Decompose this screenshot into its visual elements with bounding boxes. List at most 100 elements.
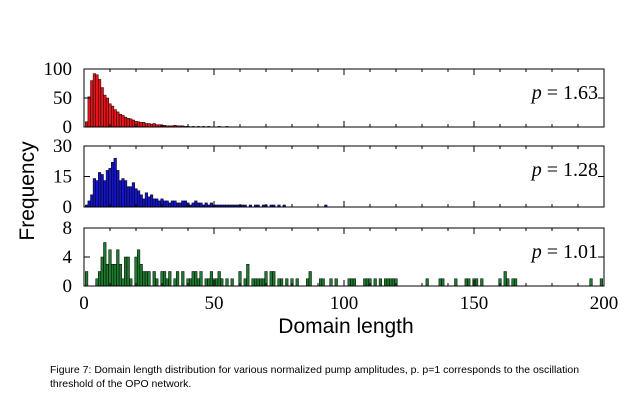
bar	[111, 105, 115, 128]
bar	[178, 202, 182, 208]
y-tick-label: 0	[63, 117, 73, 138]
bar	[319, 278, 323, 287]
bar	[209, 202, 213, 208]
bar	[100, 256, 104, 287]
bar	[467, 278, 471, 287]
x-tick-label: 150	[460, 293, 489, 314]
bar	[246, 264, 250, 287]
bar	[100, 87, 104, 128]
bar	[389, 278, 393, 287]
bar	[215, 278, 219, 287]
y-tick-label: 4	[63, 247, 73, 268]
bar	[277, 278, 281, 287]
bar	[163, 200, 167, 208]
bar	[191, 202, 195, 208]
bar	[165, 278, 169, 287]
bar	[87, 200, 91, 208]
bar	[391, 278, 395, 287]
bar	[256, 278, 260, 287]
bar	[105, 170, 109, 208]
p-value-label: p = 1.28	[530, 159, 598, 181]
bar	[329, 278, 333, 287]
bar	[137, 190, 141, 208]
bar	[378, 278, 382, 287]
bar	[181, 271, 185, 287]
bar	[118, 113, 122, 128]
bar	[103, 242, 107, 287]
bar	[118, 180, 122, 208]
y-tick-label: 8	[63, 218, 73, 239]
y-tick-label: 50	[53, 88, 72, 109]
bar	[589, 278, 593, 287]
bar	[425, 278, 429, 287]
bar	[220, 278, 224, 287]
bar	[157, 200, 161, 208]
bar	[196, 278, 200, 287]
bar	[480, 278, 484, 287]
bar	[365, 278, 369, 287]
bar	[100, 174, 104, 208]
bar	[144, 271, 148, 287]
p-value: = 1.01	[542, 241, 598, 263]
bar	[126, 186, 130, 208]
bar	[131, 182, 135, 208]
p-symbol: p	[530, 241, 542, 263]
y-tick-label: 30	[53, 136, 72, 157]
p-value-label: p = 1.01	[530, 241, 598, 263]
x-axis-label: Domain length	[278, 315, 413, 338]
bar	[152, 198, 156, 208]
chart: 0 50 100 p = 1.63 0 15 30 p = 1.28 0 4 8 p = 1.01 0 5…	[16, 59, 618, 338]
bar	[118, 264, 122, 287]
bar	[103, 94, 107, 128]
bar	[124, 180, 128, 208]
bar	[204, 202, 208, 208]
bar	[126, 256, 130, 287]
bar	[194, 271, 198, 287]
bar	[207, 278, 211, 287]
bar	[506, 278, 510, 287]
bar	[191, 271, 195, 287]
panel-1: 0 50 100 p = 1.63	[44, 59, 605, 138]
y-tick-label: 100	[44, 59, 73, 80]
x-axis: 0 50 100 150 200	[79, 293, 618, 314]
bar	[142, 198, 146, 208]
bar	[90, 80, 94, 128]
bar	[121, 278, 125, 287]
figure-caption: Figure 7: Domain length distribution for…	[50, 364, 580, 390]
bar	[295, 278, 299, 287]
x-tick-label: 50	[205, 293, 224, 314]
bar	[111, 162, 115, 208]
y-axis-label: Frequency	[16, 141, 39, 241]
panel-2: 0 15 30 p = 1.28	[53, 136, 605, 218]
bar	[95, 74, 99, 128]
bar	[438, 278, 442, 287]
bar	[90, 194, 94, 208]
bar	[173, 200, 177, 208]
bar	[98, 79, 102, 128]
bar	[108, 249, 112, 287]
bar	[139, 122, 143, 128]
bar	[308, 271, 312, 287]
bar	[155, 198, 159, 208]
bar	[142, 122, 146, 128]
p-symbol: p	[530, 82, 542, 104]
bar	[92, 73, 96, 128]
p-value: = 1.63	[542, 82, 598, 104]
bar	[209, 271, 213, 287]
bar	[363, 278, 367, 287]
bar	[108, 103, 112, 128]
bar	[306, 278, 310, 287]
bar	[386, 278, 390, 287]
bar	[87, 96, 91, 128]
bar	[105, 97, 109, 128]
bar	[121, 178, 125, 208]
bar	[124, 116, 128, 128]
bar	[204, 278, 208, 287]
bar	[152, 123, 156, 128]
bar	[168, 202, 172, 208]
bar	[129, 118, 133, 128]
bar	[85, 121, 89, 128]
bar	[95, 278, 99, 287]
bar	[116, 249, 120, 287]
